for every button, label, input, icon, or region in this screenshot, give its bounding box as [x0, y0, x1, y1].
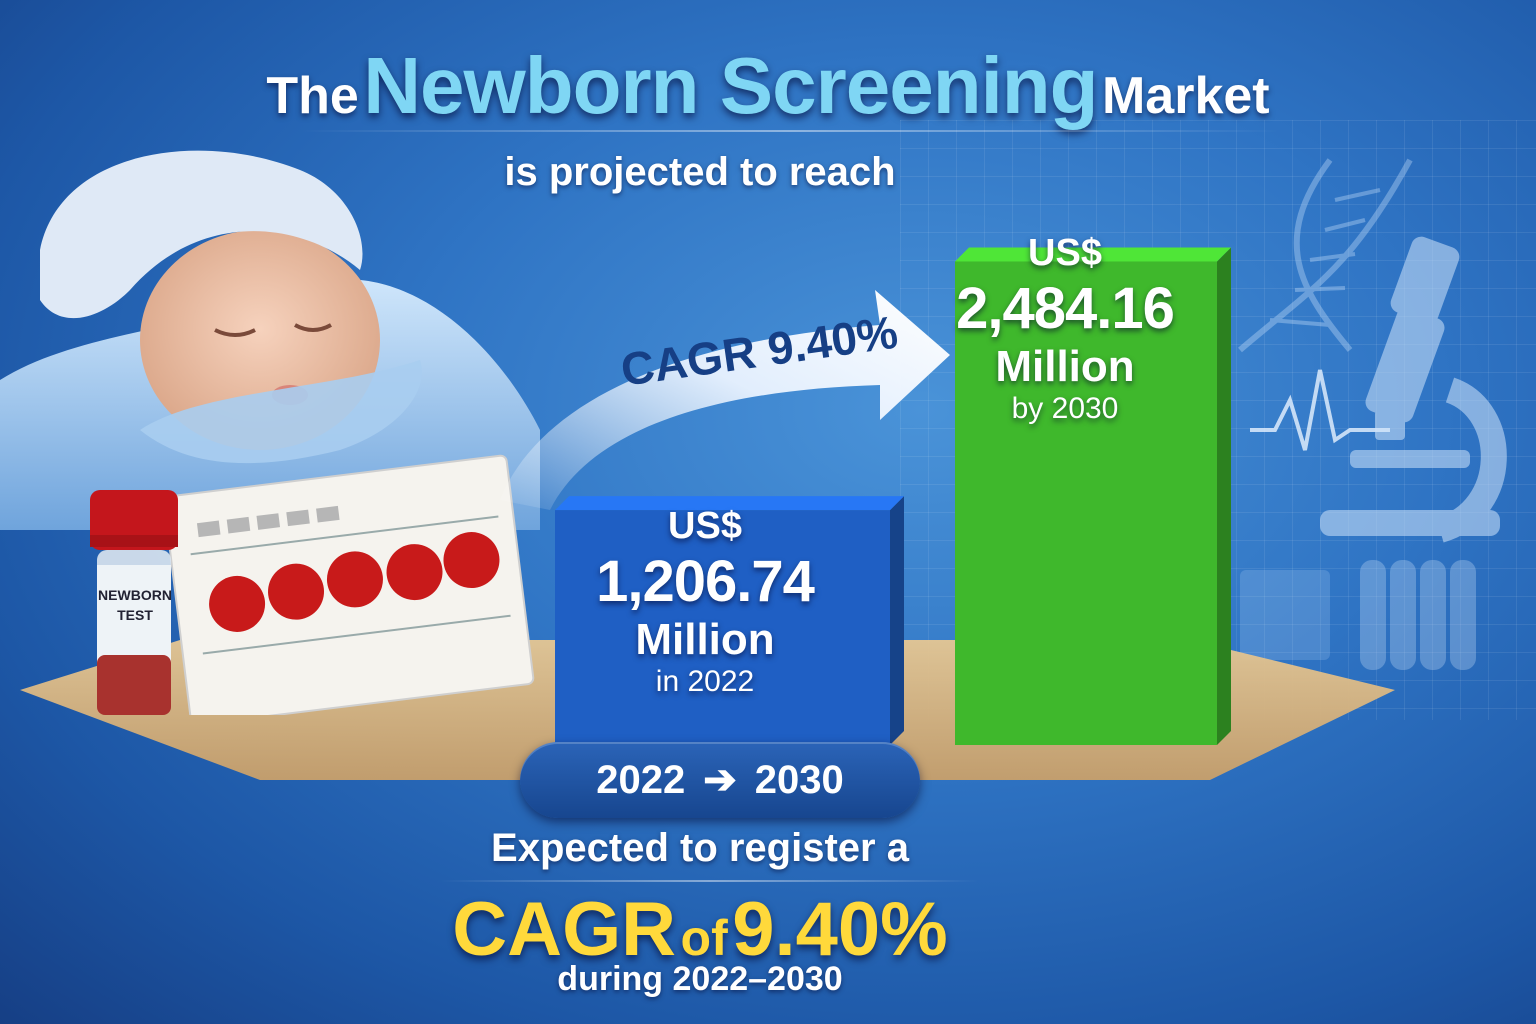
page-title: The Newborn Screening Market [0, 40, 1536, 132]
year-range-badge: 2022 ➔ 2030 [520, 742, 920, 818]
bar-label-2030: US$ 2,484.16 Million by 2030 [945, 232, 1185, 426]
cagr-word: CAGR [452, 887, 677, 972]
right-arrow-icon: ➔ [703, 758, 737, 802]
year-range-start: 2022 [596, 757, 686, 802]
bar-2022-value: 1,206.74 [596, 549, 815, 614]
eye-right [294, 323, 332, 332]
blood-spot-card [165, 454, 535, 715]
title-highlight: Newborn Screening [363, 41, 1098, 130]
bar-2030-currency: US$ [1028, 232, 1102, 274]
cagr-of: of [680, 910, 728, 966]
vial-label-line1: NEWBORN [98, 587, 172, 603]
title-suffix: Market [1101, 67, 1270, 125]
bar-2030-value: 2,484.16 [956, 276, 1175, 341]
microscope-icon [1320, 236, 1507, 543]
cagr-arrow [500, 290, 950, 510]
test-tubes-icon [1240, 560, 1476, 670]
bar-2022-currency: US$ [668, 505, 742, 547]
year-range-end: 2030 [754, 757, 844, 802]
test-vial [90, 490, 178, 715]
eye-left [214, 328, 256, 337]
cagr-headline: CAGR of 9.40% [0, 886, 1400, 973]
vial-label: NEWBORN TEST [97, 585, 173, 625]
dna-icon [1238, 158, 1413, 353]
science-decor [1238, 158, 1507, 670]
bar-2022-year: in 2022 [655, 665, 755, 698]
title-divider [300, 130, 1280, 132]
cagr-value: 9.40% [732, 887, 948, 972]
subtitle: is projected to reach [504, 150, 896, 194]
knit-hat [40, 150, 363, 319]
bar-2022-unit: Million [635, 615, 775, 664]
heartbeat-icon [1250, 369, 1390, 451]
period-text: during 2022–2030 [557, 960, 843, 998]
bar-2022 [555, 496, 904, 745]
bottom-divider [440, 880, 980, 882]
vial-label-line2: TEST [117, 607, 153, 623]
bar-2030-year: by 2030 [1011, 392, 1119, 425]
bar-2030-unit: Million [995, 342, 1135, 391]
expected-text: Expected to register a [491, 826, 909, 870]
bar-2030 [955, 247, 1231, 745]
bar-label-2022: US$ 1,206.74 Million in 2022 [555, 505, 855, 699]
title-prefix: The [266, 67, 359, 125]
